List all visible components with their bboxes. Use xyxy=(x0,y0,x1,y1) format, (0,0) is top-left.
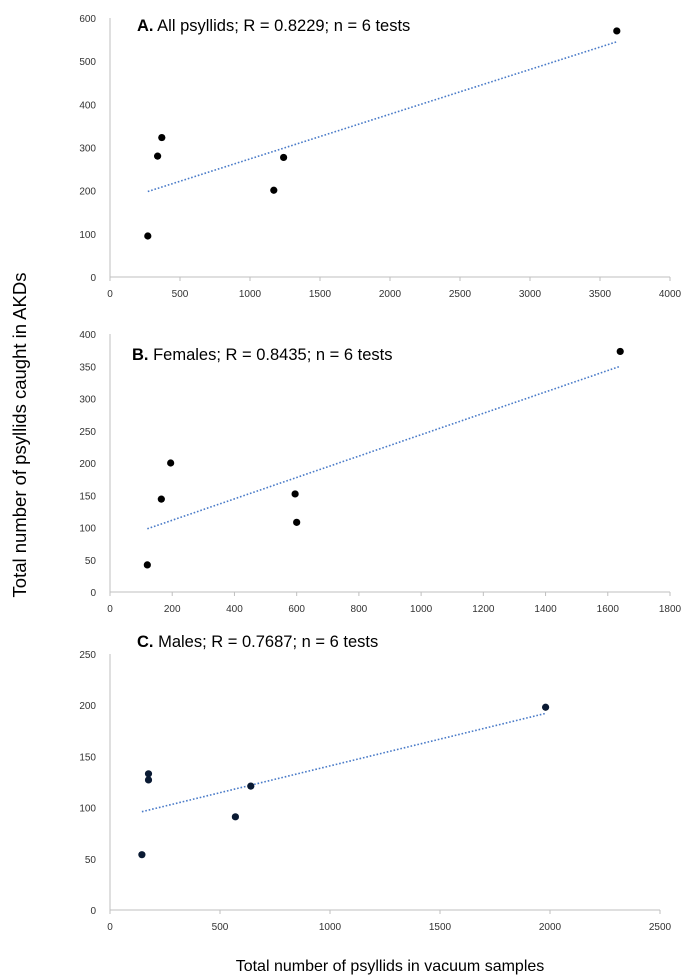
panel-b-title: B. Females; R = 0.8435; n = 6 tests xyxy=(132,346,392,364)
panel-c-data-point xyxy=(231,813,239,821)
panel-c-y-tick-label: 150 xyxy=(79,752,96,763)
panel-c-y-tick-label: 200 xyxy=(79,701,96,712)
panel-c-letter: C. xyxy=(137,633,154,651)
panel-b-y-tick-label: 350 xyxy=(79,362,96,373)
panel-c-data-point xyxy=(542,703,550,711)
panel-a-y-tick-label: 0 xyxy=(90,273,96,284)
panel-c-data-point xyxy=(247,782,255,790)
panel-b-x-tick-label: 0 xyxy=(107,604,113,615)
panel-b-x-tick-label: 1200 xyxy=(472,604,495,615)
panel-c-x-tick-label: 0 xyxy=(107,922,113,933)
panel-b-y-tick-label: 50 xyxy=(85,556,97,567)
x-axis-label: Total number of psyllids in vacuum sampl… xyxy=(236,958,545,975)
panel-a-trendline xyxy=(147,40,618,193)
y-axis-label: Total number of psyllids caught in AKDs xyxy=(9,273,30,598)
panel-a-data-point xyxy=(144,232,152,240)
panel-b-x-tick-label: 1000 xyxy=(410,604,433,615)
panel-a-y-tick-label: 300 xyxy=(79,144,96,155)
panel-a-data-point xyxy=(154,152,162,160)
panel-b-trendline xyxy=(147,365,621,530)
panel-b-y-tick-label: 150 xyxy=(79,491,96,502)
panel-c-trendline xyxy=(141,712,546,813)
panel-a-y-tick-label: 100 xyxy=(79,230,96,241)
panel-c-x-tick-label: 2500 xyxy=(649,922,672,933)
panel-a-x-tick-label: 2000 xyxy=(379,289,402,300)
panel-b-x-tick-label: 600 xyxy=(288,604,305,615)
panel-b-x-tick-label: 1800 xyxy=(659,604,682,615)
panel-b-data-point xyxy=(293,518,301,526)
panel-a-title-text: All psyllids; R = 0.8229; n = 6 tests xyxy=(154,17,411,35)
panel-c-x-tick-label: 2000 xyxy=(539,922,562,933)
panel-a-x-tick-label: 1000 xyxy=(239,289,262,300)
panel-c-title-text: Males; R = 0.7687; n = 6 tests xyxy=(154,633,379,651)
panel-a-data-point xyxy=(270,186,278,194)
panel-a-title: A. All psyllids; R = 0.8229; n = 6 tests xyxy=(137,17,410,35)
panel-a-data-point xyxy=(280,153,288,162)
panel-b-title-text: Females; R = 0.8435; n = 6 tests xyxy=(149,346,393,364)
panel-a-x-tick-label: 3500 xyxy=(589,289,612,300)
panel-c-x-tick-label: 1500 xyxy=(429,922,452,933)
panel-b-x-tick-label: 1600 xyxy=(597,604,620,615)
panel-b-data-point xyxy=(167,459,175,467)
panel-b-x-tick-label: 200 xyxy=(164,604,181,615)
panel-c-y-tick-label: 250 xyxy=(79,650,96,661)
panel-b-data-point xyxy=(157,495,165,503)
panel-a-x-tick-label: 3000 xyxy=(519,289,542,300)
panel-b-x-tick-label: 400 xyxy=(226,604,243,615)
panel-b-y-tick-label: 0 xyxy=(90,588,96,599)
panel-b-y-tick-label: 200 xyxy=(79,459,96,470)
panel-a-y-tick-label: 200 xyxy=(79,187,96,198)
panel-a-y-tick-label: 400 xyxy=(79,100,96,111)
panel-a-x-tick-label: 500 xyxy=(172,289,189,300)
panel-c-y-tick-label: 100 xyxy=(79,804,96,815)
panel-a-y-tick-label: 500 xyxy=(79,57,96,68)
panel-a-x-tick-label: 2500 xyxy=(449,289,472,300)
panel-b-y-tick-label: 400 xyxy=(79,330,96,341)
panel-c-y-tick-label: 0 xyxy=(90,906,96,917)
panel-b-y-tick-label: 100 xyxy=(79,524,96,535)
panel-b-data-point xyxy=(616,347,624,356)
panel-c-title: C. Males; R = 0.7687; n = 6 tests xyxy=(137,633,378,651)
panel-c-x-tick-label: 1000 xyxy=(319,922,342,933)
panel-b-x-tick-label: 800 xyxy=(351,604,368,615)
panel-a-y-tick-label: 600 xyxy=(79,14,96,25)
panel-b-y-tick-label: 250 xyxy=(79,427,96,438)
panel-b-letter: B. xyxy=(132,346,149,364)
panel-a-x-tick-label: 1500 xyxy=(309,289,332,300)
panel-c-data-point xyxy=(144,770,153,778)
panel-b-x-tick-label: 1400 xyxy=(534,604,557,615)
panel-a-data-point xyxy=(158,133,166,142)
panel-b-data-point xyxy=(143,561,151,569)
panel-a-x-tick-label: 0 xyxy=(107,289,113,300)
panel-c-data-point xyxy=(138,851,146,859)
panel-c-y-tick-label: 50 xyxy=(85,855,97,866)
panel-b-data-point xyxy=(291,490,299,498)
panel-a-x-tick-label: 4000 xyxy=(659,289,682,300)
panel-b-y-tick-label: 300 xyxy=(79,395,96,406)
panel-a-data-point xyxy=(613,27,621,35)
panel-c-data-point xyxy=(144,776,153,784)
panel-c-x-tick-label: 500 xyxy=(212,922,229,933)
panel-a-letter: A. xyxy=(137,17,154,35)
